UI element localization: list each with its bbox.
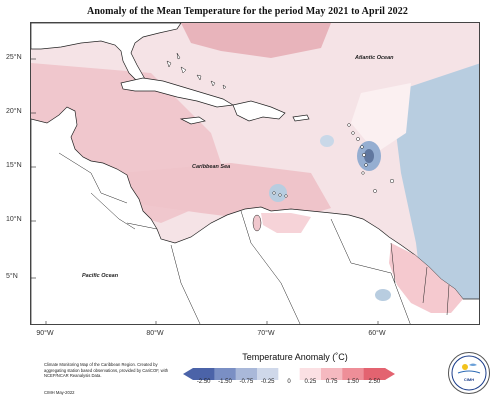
puerto-rico-land [292,114,310,122]
colorbar-tick-label: 0.25 [304,379,317,385]
colorbar-cell [342,368,364,380]
colorbar-tick-label: -0.25 [260,379,275,385]
lat-label-10n: 10°N [6,216,22,223]
map-title: Anomaly of the Mean Temperature for the … [87,6,408,17]
colorbar-cell [235,368,258,380]
anomaly-map [31,23,479,324]
colorbar-svg [183,368,395,380]
colorbar-tick-label: 1.50 [347,379,359,385]
jamaica-land [179,116,206,125]
legend-title: Temperature Anomaly (˚C) [242,352,348,362]
colorbar-tick-label: 0.75 [325,379,338,385]
lesser-antilles [347,123,395,193]
label-pacific-ocean: Pacific Ocean [82,273,119,279]
colorbar-cell [363,368,386,380]
cuba-land [120,77,235,108]
lake-maracaibo [252,214,262,232]
colorbar-tick-label: -0.75 [239,379,254,385]
lat-label-5n: 5°N [6,273,18,280]
colorbar-cell [257,368,279,380]
north-america-land [31,23,182,84]
lat-label-15n: 15°N [6,162,22,169]
cool-anomaly-abc-islands [269,184,287,202]
colorbar-cell [214,368,236,380]
colorbar-cell [278,368,300,380]
hispaniola-land [232,100,286,122]
colorbar-tick-label: -1.50 [218,379,232,385]
cimh-logo: CIMH [448,352,490,394]
colorbar-cells [193,368,386,380]
longitude-ticks [45,321,379,324]
venezuela-warm-anomaly [261,213,311,233]
logo-text: CIMH [463,377,475,382]
colorbar-tick-label: 2.50 [368,379,381,385]
lon-label-70w: 70°W [257,330,275,337]
lon-label-90w: 90°W [36,330,54,337]
colorbar-arrow-left [183,368,193,380]
lon-label-80w: 80°W [146,330,164,337]
label-caribbean-sea: Caribbean Sea [192,164,231,170]
abc-islands [272,191,288,198]
country-borders [58,152,450,324]
colorbar-cell [193,368,215,380]
cool-anomaly-atlantic [391,63,479,324]
bahamas-islands [166,52,227,90]
warm-anomaly-caribbean [121,163,331,223]
colorbar-arrow-right [385,368,395,380]
footnote: Climate Monitoring Map of the Caribbean … [44,362,169,379]
map-panel [30,22,480,325]
lat-label-20n: 20°N [6,108,22,115]
latitude-ticks [31,58,36,279]
footnote-date: CIMH May-2022 [44,390,75,395]
cool-core-windward [364,149,374,163]
colorbar-tick-label: -2.50 [196,379,211,385]
cool-anomaly-guyana-interior [375,289,391,301]
lat-label-25n: 25°N [6,54,22,61]
colorbar-cell [321,368,343,380]
neutral-anomaly-atlantic [351,83,411,153]
cool-anomaly-puertorico [320,135,334,147]
colorbar [183,367,395,380]
lon-label-60w: 60°W [368,330,386,337]
label-atlantic-ocean: Atlantic Ocean [355,55,394,61]
colorbar-tick-label: 0 [287,379,291,385]
colorbar-cell [299,368,322,380]
logo-emblem [451,355,487,391]
warm-anomaly-north [181,23,331,58]
